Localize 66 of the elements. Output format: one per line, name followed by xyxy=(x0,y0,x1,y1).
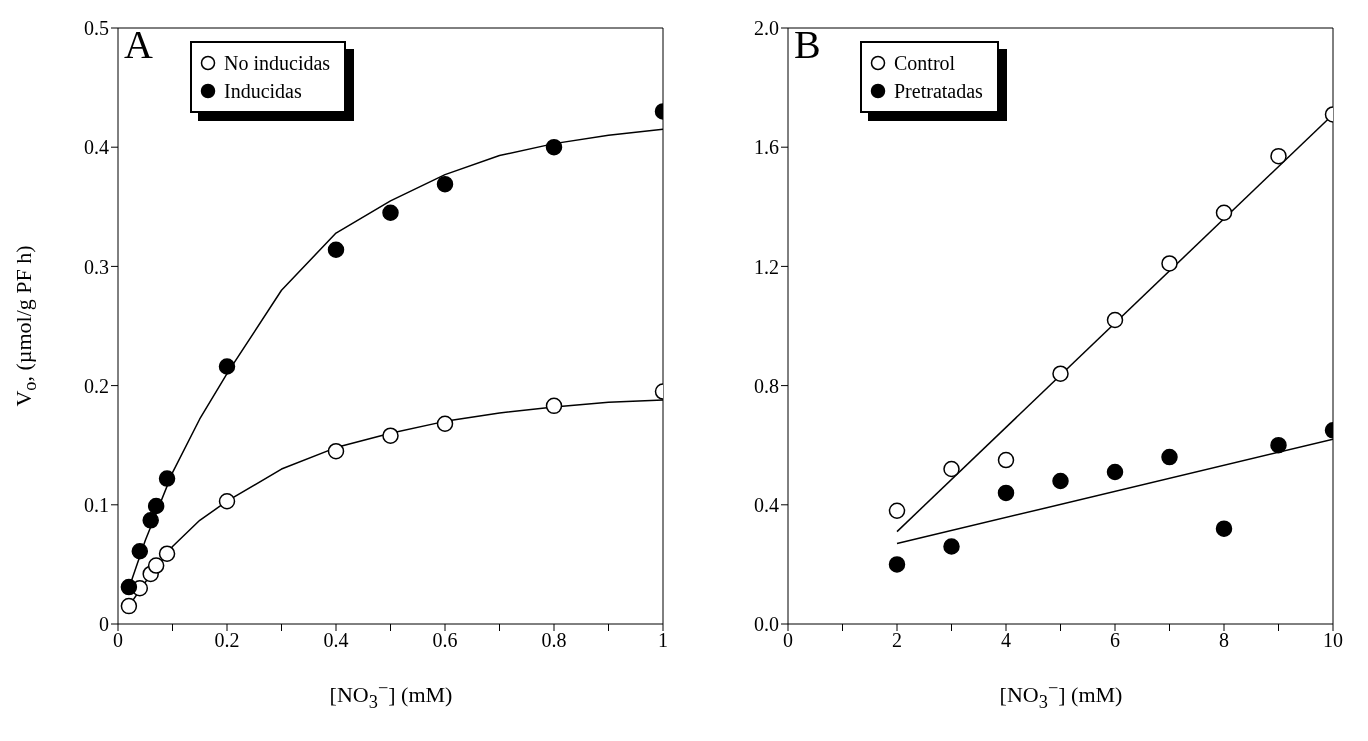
y-tick-label: 0 xyxy=(99,613,109,636)
legend-label: Pretratadas xyxy=(894,79,983,104)
point xyxy=(382,204,399,222)
point xyxy=(1106,463,1124,481)
point xyxy=(888,556,906,573)
x-tick-label: 0 xyxy=(783,629,793,652)
point xyxy=(1215,204,1233,222)
point xyxy=(158,470,176,487)
y-tick-label: 0.3 xyxy=(84,255,109,278)
point xyxy=(147,557,165,574)
point xyxy=(1106,311,1124,329)
x-tick-label: 10 xyxy=(1323,629,1343,652)
y-tick-label: 1.6 xyxy=(754,136,779,159)
y-tick-label: 1.2 xyxy=(754,255,779,278)
point xyxy=(997,451,1015,469)
point xyxy=(1161,255,1178,272)
point xyxy=(1052,365,1069,382)
point xyxy=(327,241,345,258)
chart-title: B xyxy=(794,22,821,67)
point xyxy=(943,460,960,478)
point xyxy=(1161,448,1178,466)
point xyxy=(1052,472,1069,490)
point xyxy=(997,484,1015,502)
x-tick-label: 2 xyxy=(892,629,902,652)
legend-label: No inducidas xyxy=(224,51,331,76)
point xyxy=(327,442,345,460)
point xyxy=(436,415,454,432)
y-tick-label: 0.2 xyxy=(84,374,109,397)
point xyxy=(1215,520,1233,537)
y-tick-label: 0.5 xyxy=(84,17,109,40)
point xyxy=(1270,436,1287,454)
point xyxy=(158,545,176,562)
x-tick-label: 0 xyxy=(113,629,123,652)
y-tick-label: 0.1 xyxy=(84,493,109,516)
point xyxy=(142,512,159,529)
y-tick-label: 0.4 xyxy=(754,493,779,516)
x-tick-label: 6 xyxy=(1110,629,1120,652)
legend-label: Inducidas xyxy=(224,79,302,104)
legend-label: Control xyxy=(894,51,956,76)
point xyxy=(382,427,399,444)
y-tick-label: 0.4 xyxy=(84,136,109,159)
x-tick-label: 0.8 xyxy=(541,629,567,652)
point xyxy=(545,138,563,156)
x-axis-title: [NO$_{3}$$^{−}$] (mM) xyxy=(329,678,453,713)
y-tick-label: 0.8 xyxy=(754,374,779,397)
x-tick-label: 0.6 xyxy=(432,629,458,652)
point xyxy=(218,358,236,375)
x-tick-label: 0.2 xyxy=(214,629,240,652)
x-tick-label: 4 xyxy=(1001,629,1011,652)
point xyxy=(943,538,960,555)
x-axis-title: [NO$_{3}$$^{−}$] (mM) xyxy=(999,678,1123,713)
x-tick-label: 8 xyxy=(1219,629,1229,652)
chart-title: A xyxy=(124,22,153,67)
y-tick-label: 2.0 xyxy=(754,17,779,40)
point xyxy=(131,543,149,560)
point xyxy=(120,578,138,596)
point xyxy=(1270,147,1287,165)
x-tick-label: 1 xyxy=(658,629,668,652)
x-tick-label: 0.4 xyxy=(323,629,349,652)
point xyxy=(436,175,454,193)
y-tick-label: 0.0 xyxy=(754,613,779,636)
point xyxy=(147,497,165,515)
point xyxy=(888,502,906,520)
point xyxy=(218,492,236,510)
point xyxy=(120,597,138,615)
point xyxy=(545,397,563,415)
